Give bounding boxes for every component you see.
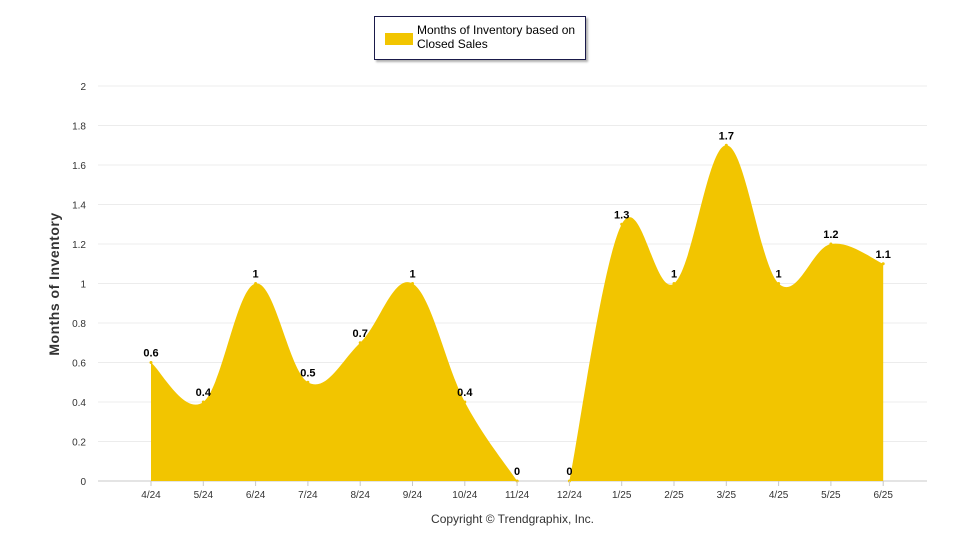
data-point — [411, 282, 414, 285]
data-point — [881, 262, 885, 266]
data-label: 1 — [409, 269, 415, 281]
x-tick-label: 10/24 — [452, 490, 477, 501]
y-tick-label: 0 — [80, 477, 86, 488]
data-label: 0.5 — [300, 367, 315, 379]
x-tick-label: 6/24 — [246, 490, 266, 501]
data-point — [829, 242, 833, 246]
data-label: 0.7 — [353, 328, 368, 340]
data-point — [306, 380, 310, 384]
x-tick-label: 5/24 — [194, 490, 214, 501]
y-tick-label: 0.4 — [72, 398, 86, 409]
y-tick-label: 1.8 — [72, 122, 86, 133]
data-point — [149, 361, 153, 364]
data-label: 1.2 — [823, 229, 838, 241]
data-point — [620, 222, 624, 226]
data-label: 0.4 — [196, 387, 212, 399]
y-tick-label: 1.2 — [72, 240, 86, 251]
data-label: 1 — [671, 269, 677, 281]
y-tick-label: 0.6 — [72, 359, 86, 370]
data-point — [201, 400, 205, 404]
x-tick-label: 7/24 — [298, 490, 318, 501]
data-point — [724, 143, 728, 147]
data-label: 0 — [514, 466, 520, 478]
data-point — [358, 341, 362, 345]
y-axis-label: Months of Inventory — [46, 212, 62, 356]
data-label: 1.3 — [614, 209, 629, 221]
data-label: 0.4 — [457, 387, 473, 399]
x-tick-label: 8/24 — [350, 490, 370, 501]
x-tick-label: 12/24 — [557, 490, 582, 501]
x-tick-label: 3/25 — [717, 490, 737, 501]
y-tick-label: 1.6 — [72, 161, 86, 172]
data-point — [672, 282, 676, 285]
data-label: 0 — [566, 466, 572, 478]
legend-swatch — [385, 33, 413, 45]
x-tick-label: 1/25 — [612, 490, 632, 501]
legend-label: Months of Inventory based on Closed Sale… — [417, 23, 576, 51]
data-label: 1 — [253, 269, 259, 281]
data-label: 1 — [776, 269, 782, 281]
y-tick-label: 0.8 — [72, 319, 86, 330]
chart-legend: Months of Inventory based on Closed Sale… — [374, 16, 586, 60]
y-tick-label: 1.4 — [72, 201, 86, 212]
x-tick-label: 11/24 — [505, 490, 530, 501]
x-tick-label: 2/25 — [664, 490, 684, 501]
y-tick-label: 0.2 — [72, 438, 86, 449]
y-tick-label: 1 — [80, 280, 86, 291]
copyright-text: Copyright © Trendgraphix, Inc. — [431, 512, 594, 526]
x-tick-label: 6/25 — [873, 490, 893, 501]
x-tick-label: 9/24 — [403, 490, 423, 501]
x-tick-label: 5/25 — [821, 490, 841, 501]
data-label: 1.7 — [719, 130, 734, 142]
data-point — [777, 282, 781, 285]
area-segment — [151, 282, 518, 481]
y-tick-label: 2 — [80, 82, 86, 93]
x-tick-label: 4/25 — [769, 490, 789, 501]
area-segment — [569, 145, 884, 481]
data-label: 0.6 — [143, 348, 158, 360]
data-point — [254, 282, 258, 285]
data-point — [463, 400, 467, 404]
x-tick-label: 4/24 — [141, 490, 161, 501]
data-label: 1.1 — [876, 249, 891, 261]
